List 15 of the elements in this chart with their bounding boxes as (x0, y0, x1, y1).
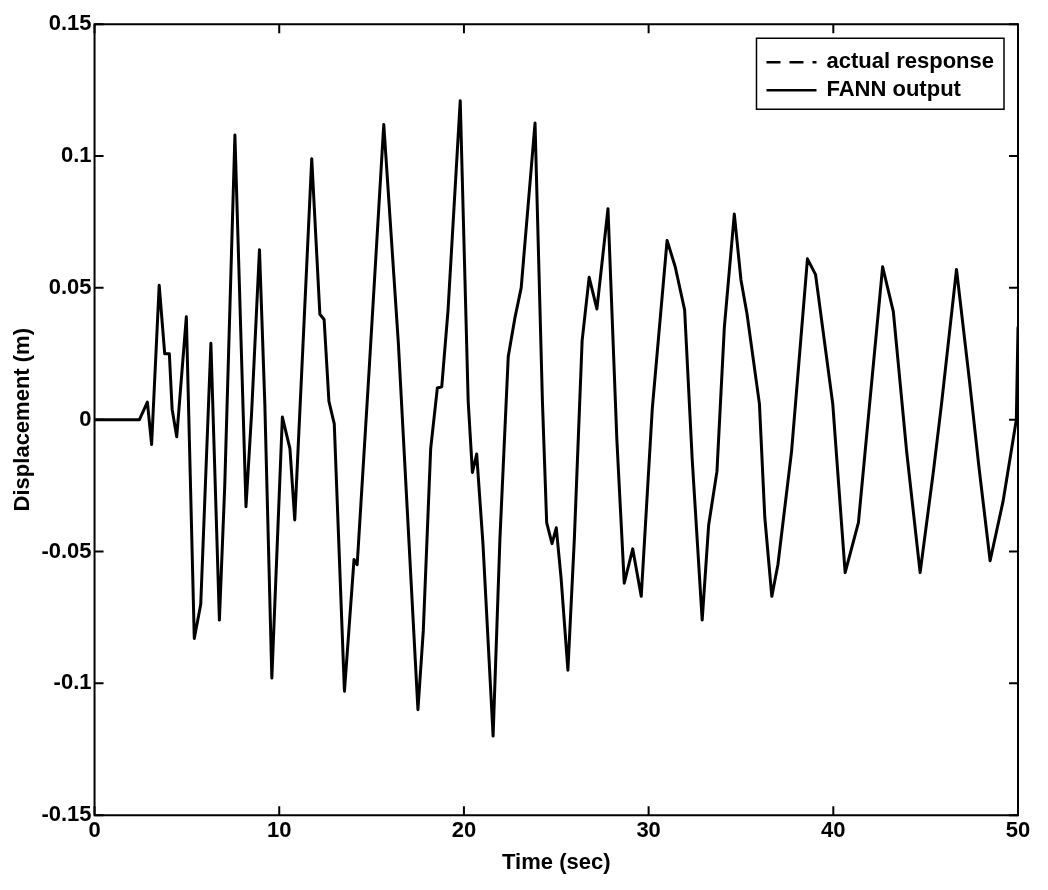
y-tick-label: 0 (79, 405, 92, 431)
x-axis-title: Time (sec) (502, 848, 611, 874)
x-tick-label: 10 (266, 817, 292, 843)
y-tick-label: -0.05 (41, 537, 92, 563)
x-tick-label: 20 (451, 817, 477, 843)
y-axis-title: Displacement (m) (9, 328, 35, 512)
x-tick-label: 50 (1005, 817, 1031, 843)
y-tick-label: 0.05 (48, 273, 92, 299)
y-tick-label: 0.1 (60, 142, 92, 168)
legend-label: FANN output (826, 76, 962, 102)
x-tick-label: 30 (636, 817, 661, 843)
y-tick-label: 0.15 (48, 10, 92, 36)
x-tick-label: 40 (821, 817, 846, 843)
y-tick-label: -0.1 (53, 669, 92, 695)
legend-label: actual response (826, 48, 994, 74)
